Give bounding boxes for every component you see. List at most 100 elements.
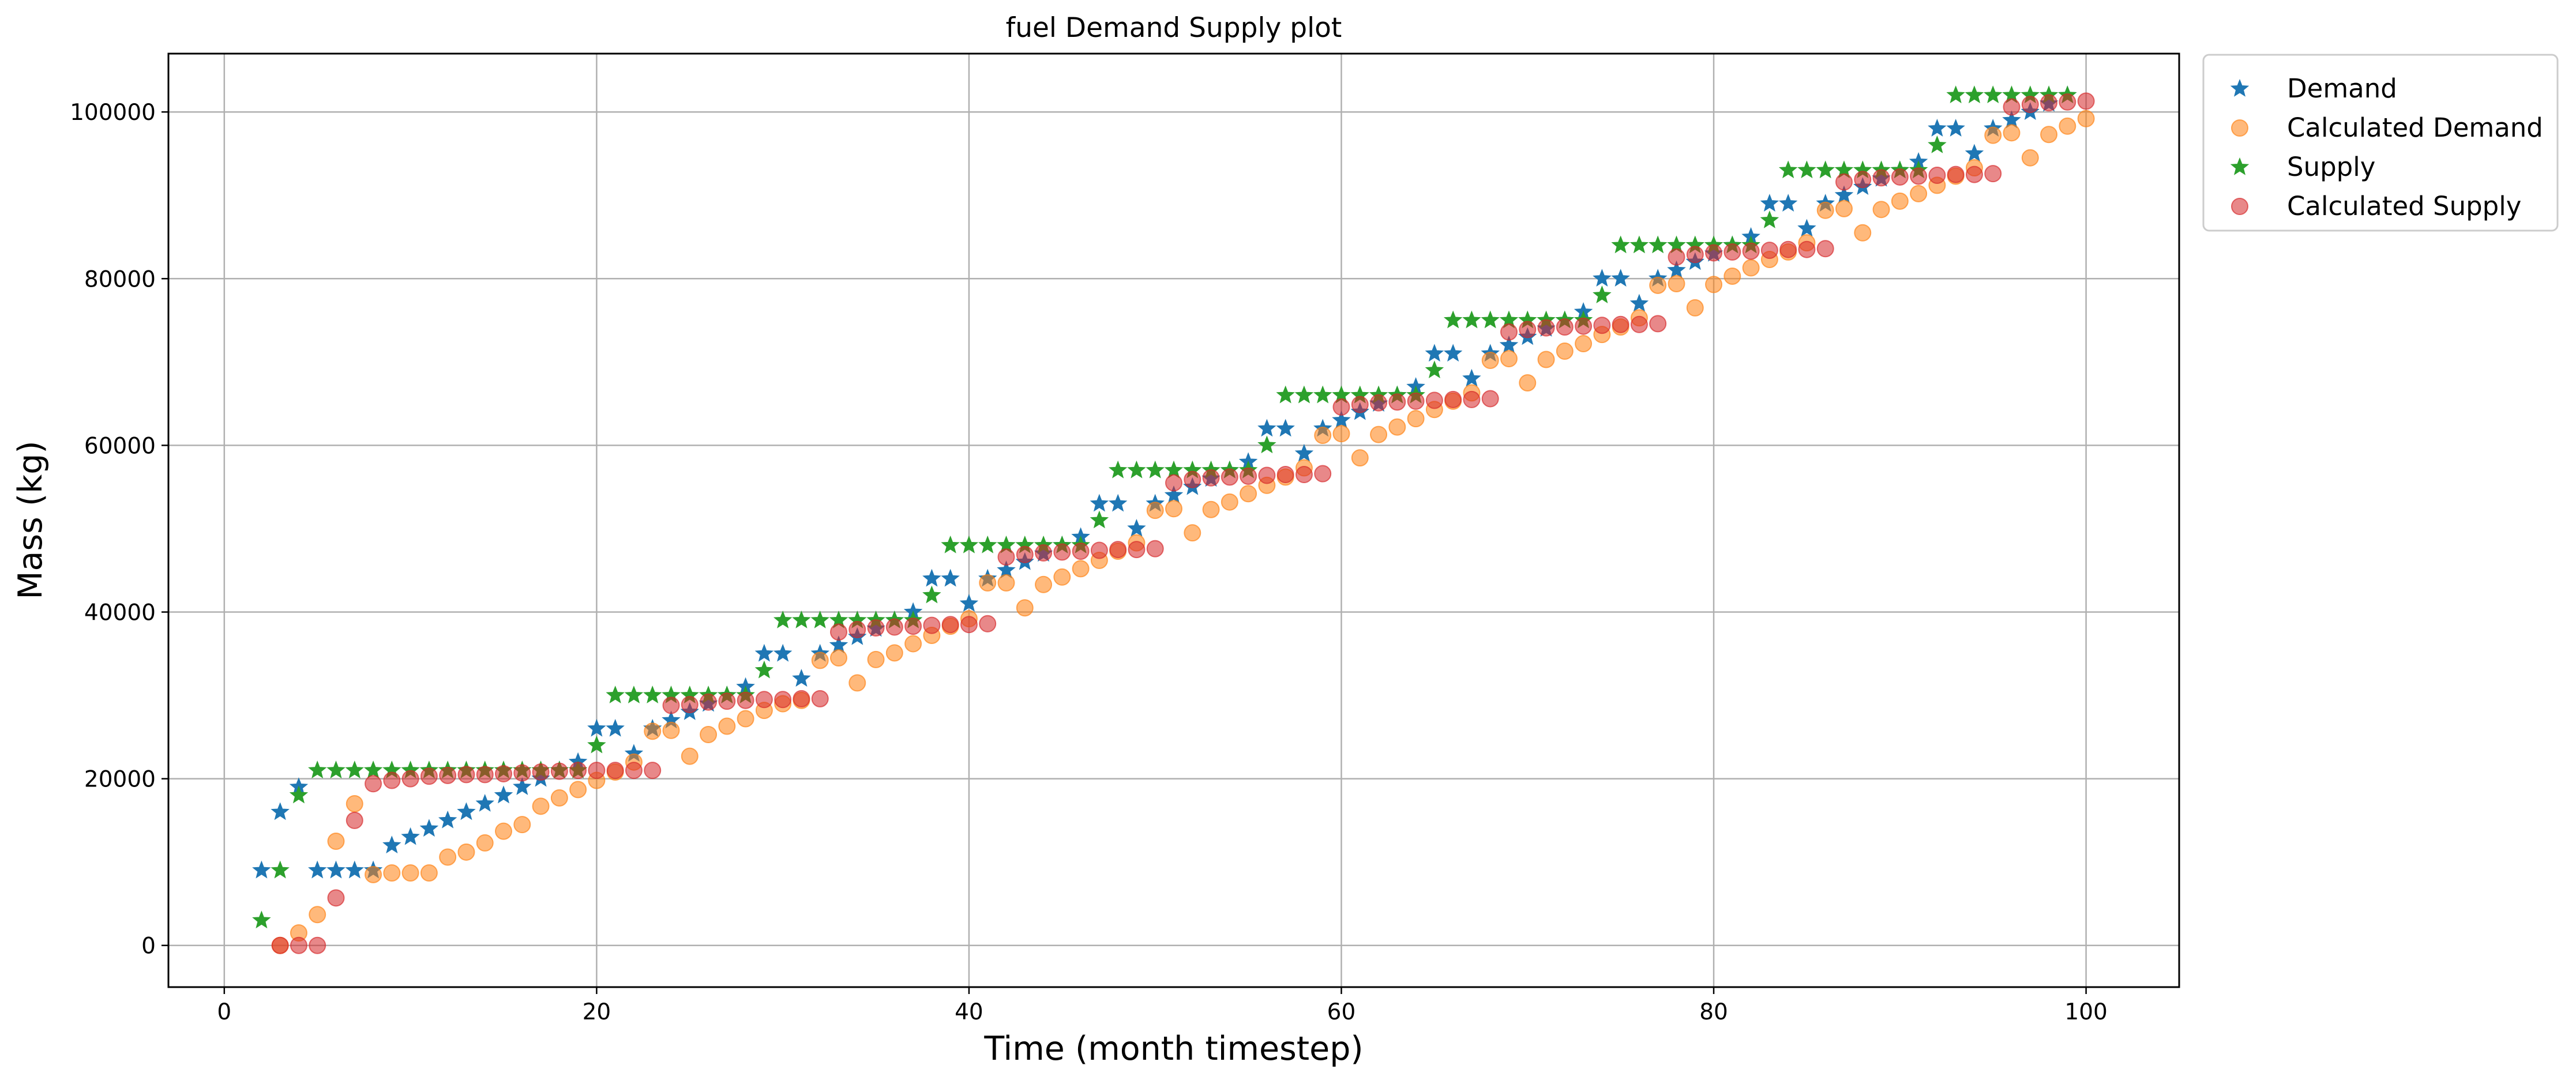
data-point (587, 735, 606, 754)
data-point (904, 635, 922, 653)
data-point (1072, 542, 1090, 560)
data-point (1556, 318, 1574, 336)
data-point (1351, 449, 1369, 467)
data-point (960, 616, 978, 634)
data-point (941, 535, 960, 554)
data-point (885, 618, 903, 636)
data-point (1965, 85, 1984, 104)
legend-item: Demand (2230, 73, 2397, 104)
data-point (2040, 94, 2058, 112)
data-point (252, 860, 271, 879)
data-point (1481, 310, 1500, 329)
data-point (419, 819, 439, 837)
data-point (1797, 219, 1816, 237)
data-point (363, 761, 383, 778)
data-point (1705, 244, 1723, 262)
y-tick-label: 0 (141, 933, 156, 959)
data-point (1164, 485, 1184, 503)
data-point (1443, 344, 1463, 362)
data-point (979, 615, 997, 633)
data-point (290, 936, 307, 954)
data-point (1332, 410, 1351, 428)
data-point (737, 710, 754, 728)
data-point (700, 693, 718, 711)
x-tick-label: 80 (1699, 999, 1728, 1025)
data-point (382, 835, 401, 854)
data-point (1760, 210, 1779, 228)
data-point (1053, 568, 1071, 586)
data-point (1778, 194, 1798, 212)
data-point (737, 691, 754, 709)
data-point (644, 722, 662, 740)
data-point (252, 910, 271, 929)
data-point (1611, 235, 1630, 254)
data-point (2021, 149, 2039, 167)
data-point (1090, 494, 1109, 512)
data-point (1797, 160, 1816, 179)
data-point (2059, 93, 2076, 111)
data-point (1202, 500, 1220, 518)
data-point (1854, 224, 1872, 242)
data-point (792, 669, 811, 687)
data-point (1928, 119, 1947, 137)
data-point (1202, 469, 1220, 487)
data-point (1910, 185, 1928, 202)
data-point (401, 864, 419, 882)
data-point (326, 761, 346, 778)
data-point (1537, 319, 1555, 337)
data-point (941, 616, 959, 634)
data-point (513, 764, 531, 782)
data-point (1127, 518, 1146, 537)
data-point (997, 548, 1015, 566)
data-point (1462, 368, 1481, 387)
data-point (1667, 260, 1686, 278)
data-point (532, 797, 550, 815)
data-point (718, 717, 736, 735)
data-point (1834, 185, 1854, 204)
data-point (848, 620, 866, 638)
data-point (1165, 474, 1182, 492)
data-point (1314, 427, 1332, 445)
legend-item: Supply (2230, 152, 2375, 182)
data-point (1872, 169, 1890, 187)
data-point (1575, 335, 1593, 353)
data-point (587, 718, 606, 737)
data-point (383, 771, 401, 789)
legend-marker (2230, 78, 2250, 97)
data-point (457, 766, 475, 784)
data-point (346, 795, 363, 812)
data-point (1928, 135, 1947, 153)
data-point (1146, 502, 1164, 519)
data-point (308, 860, 327, 879)
data-point (1240, 467, 1257, 485)
data-point (754, 643, 774, 662)
data-point (1816, 201, 1834, 219)
data-point (606, 718, 625, 737)
data-point (1165, 500, 1182, 518)
y-tick-label: 100000 (70, 100, 156, 126)
x-tick-label: 0 (217, 999, 231, 1025)
data-point (476, 766, 494, 784)
data-point (1872, 201, 1890, 219)
data-point (811, 652, 829, 669)
data-point (2003, 98, 2021, 116)
data-point (1016, 545, 1034, 563)
data-point (346, 811, 363, 829)
axis-ticks: 0 20 40 60 80 100 0 20000 40000 60000 80000 100000 (70, 100, 2108, 1025)
data-point (1575, 317, 1593, 335)
data-point (1519, 374, 1537, 391)
data-point (420, 767, 438, 785)
data-point (326, 860, 346, 879)
y-tick-label: 20000 (84, 767, 156, 793)
data-point (1723, 243, 1741, 261)
data-point (327, 889, 345, 907)
data-point (1370, 394, 1388, 412)
data-point (885, 644, 903, 662)
data-point (1928, 167, 1946, 185)
data-point (1499, 335, 1519, 353)
data-point (1072, 560, 1090, 578)
data-point (1984, 165, 2002, 183)
data-point (1649, 276, 1667, 294)
data-point (1593, 269, 1612, 287)
